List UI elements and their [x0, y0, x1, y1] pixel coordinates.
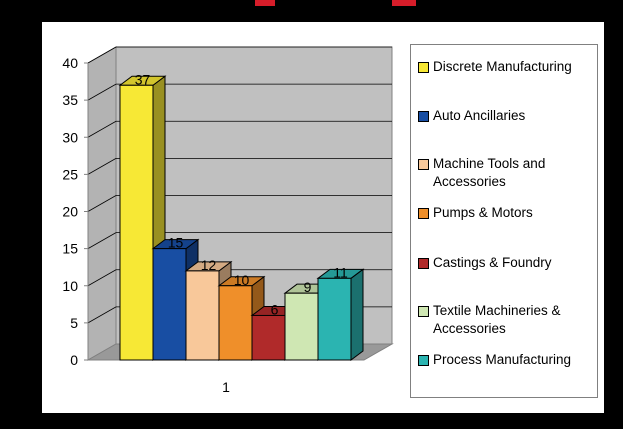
gridline-side [87, 306, 117, 324]
data-label: 37 [135, 71, 151, 87]
legend-label: Castings & Foundry [433, 255, 552, 270]
legend-item: Auto Ancillaries [418, 107, 594, 125]
gridline-side [87, 195, 117, 212]
legend-swatch [418, 62, 429, 73]
legend-label: Textile Machineries & Accessories [433, 303, 561, 336]
data-label: 6 [271, 301, 279, 317]
legend-item: Textile Machineries & Accessories [418, 302, 594, 338]
y-tick-label: 25 [62, 166, 78, 182]
legend-label: Discrete Manufacturing [433, 59, 572, 74]
title-fragment-right [392, 0, 416, 6]
legend-swatch [418, 258, 429, 269]
legend-label: Machine Tools and Accessories [433, 156, 546, 189]
bar [119, 84, 154, 361]
gridline-side [87, 158, 117, 175]
y-tick-label: 30 [62, 129, 78, 145]
gridline-side [87, 46, 117, 64]
bar [317, 277, 352, 361]
x-tick-label: 1 [222, 379, 230, 395]
legend-label: Pumps & Motors [433, 205, 533, 220]
y-tick-label: 35 [62, 92, 78, 108]
legend-swatch [418, 355, 429, 366]
gridline-side [87, 120, 117, 138]
y-tick-label: 5 [70, 315, 78, 331]
bar [284, 292, 319, 361]
gridline-side [87, 83, 117, 101]
gridline-side [87, 232, 117, 249]
bar [251, 314, 286, 361]
data-label: 11 [333, 264, 348, 280]
legend-swatch [418, 306, 429, 317]
legend-item: Pumps & Motors [418, 204, 594, 222]
y-tick-label: 10 [62, 278, 78, 294]
legend: Discrete Manufacturing Auto Ancillaries Ma… [410, 44, 598, 398]
y-tick-label: 0 [70, 352, 78, 368]
y-tick-label: 20 [62, 204, 78, 220]
legend-label: Auto Ancillaries [433, 108, 526, 123]
data-label: 10 [234, 272, 250, 288]
data-label: 9 [304, 279, 312, 295]
bar [185, 270, 220, 361]
bar-side [350, 268, 364, 361]
legend-item: Process Manufacturing [418, 351, 594, 369]
legend-swatch [418, 111, 429, 122]
y-tick-label: 40 [62, 55, 78, 71]
legend-item: Discrete Manufacturing [418, 58, 594, 76]
y-tick-label: 15 [62, 241, 78, 257]
bar [152, 248, 187, 361]
legend-swatch [418, 208, 429, 219]
legend-label: Process Manufacturing [433, 352, 572, 367]
legend-swatch [418, 159, 429, 170]
legend-item: Castings & Foundry [418, 254, 594, 272]
gridline-side [87, 269, 117, 287]
title-fragment-left [255, 0, 275, 6]
bar [218, 285, 253, 361]
data-label: 15 [168, 235, 184, 251]
legend-item: Machine Tools and Accessories [418, 155, 594, 191]
data-label: 12 [201, 257, 217, 273]
